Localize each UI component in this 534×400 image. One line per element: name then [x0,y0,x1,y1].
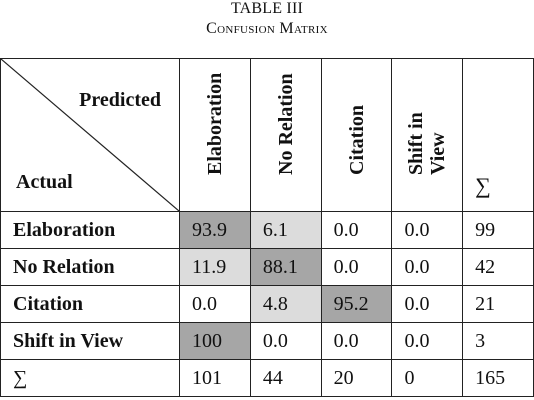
matrix-cell: 0.0 [320,248,393,286]
row-label: Shift in View [0,322,180,360]
matrix-cell: 21 [462,285,534,323]
table-row: No Relation 11.9 88.1 0.0 0.0 42 [0,248,534,286]
matrix-cell: 0.0 [391,322,464,360]
table-row: Shift in View 100 0.0 0.0 0.0 3 [0,322,534,360]
matrix-cell: 165 [462,359,534,397]
table-row: Citation 0.0 4.8 95.2 0.0 21 [0,285,534,323]
col-header-elaboration-text: Elaboration [203,72,226,175]
matrix-cell: 3 [462,322,534,360]
table-row: Elaboration 93.9 6.1 0.0 0.0 99 [0,211,534,249]
matrix-cell: 0.0 [320,322,393,360]
matrix-cell: 0.0 [391,248,464,286]
matrix-cell: 99 [462,211,534,249]
matrix-cell: 0.0 [249,322,322,360]
table-title: Confusion Matrix [206,20,328,37]
table-number: TABLE III [230,0,304,17]
matrix-cell: 100 [179,322,251,360]
matrix-cell: 6.1 [249,211,322,249]
corner-diagonal [1,59,179,211]
row-label: Citation [0,285,180,323]
col-header-shift-in-view: Shift in View [391,58,464,212]
matrix-cell: 0.0 [320,211,393,249]
col-header-shift-line2: View [427,132,450,175]
table-row: ∑ 101 44 20 0 165 [0,359,534,397]
matrix-cell: 0.0 [179,285,251,323]
col-header-elaboration: Elaboration [179,58,251,212]
col-header-shift-line1: Shift in [405,112,428,175]
matrix-cell: 0.0 [391,285,464,323]
col-header-no-relation: No Relation [249,58,322,212]
matrix-cell: 11.9 [179,248,251,286]
col-header-sum: ∑ [462,58,534,212]
predicted-label: Predicted [79,89,161,111]
corner-cell: Predicted Actual [0,58,180,212]
actual-label: Actual [16,171,73,193]
col-header-citation: Citation [320,58,393,212]
confusion-matrix-table: Predicted Actual Elaboration No Relation… [0,58,534,397]
col-header-citation-text: Citation [345,105,368,175]
header-row: Predicted Actual Elaboration No Relation… [0,58,534,212]
matrix-cell: 0 [391,359,464,397]
matrix-cell: 93.9 [179,211,251,249]
matrix-cell: 88.1 [249,248,322,286]
matrix-cell: 20 [320,359,393,397]
matrix-cell: 0.0 [391,211,464,249]
row-label: Elaboration [0,211,180,249]
matrix-cell: 95.2 [320,285,393,323]
matrix-cell: 42 [462,248,534,286]
sum-symbol-header: ∑ [475,173,491,198]
matrix-cell: 4.8 [249,285,322,323]
row-label: No Relation [0,248,180,286]
matrix-cell: 101 [179,359,251,397]
row-label: ∑ [0,359,180,397]
col-header-no-relation-text: No Relation [274,73,297,175]
matrix-cell: 44 [249,359,322,397]
